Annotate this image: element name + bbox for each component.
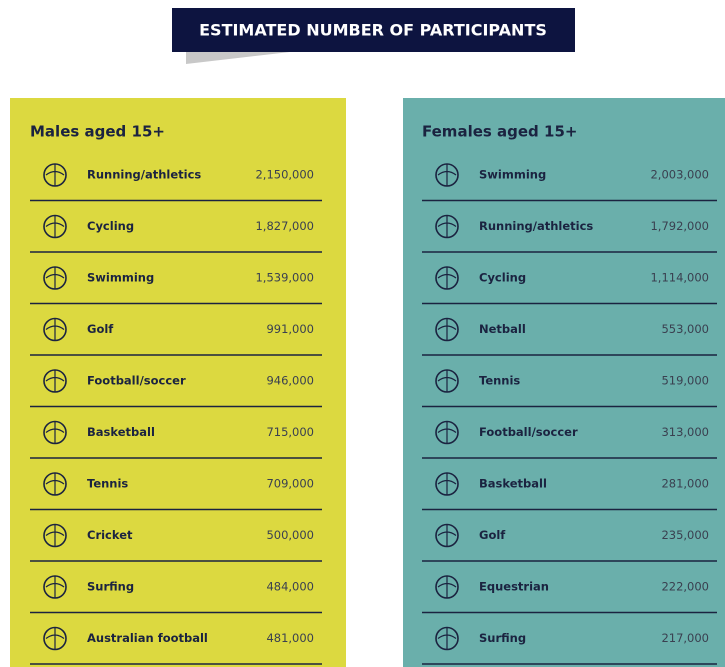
participants: 2,150,000	[255, 168, 314, 182]
sport-icon-detail	[45, 215, 65, 238]
sport-icon-detail	[437, 421, 457, 444]
sport-name: Golf	[87, 322, 114, 336]
sport-icon-detail	[437, 318, 457, 341]
sport-name: Netball	[479, 322, 526, 336]
sport-name: Tennis	[87, 477, 128, 491]
participants: 709,000	[266, 477, 314, 491]
sport-icon-detail	[45, 421, 65, 444]
title: ESTIMATED NUMBER OF PARTICIPANTS	[199, 21, 547, 40]
participants: 1,539,000	[255, 271, 314, 285]
sport-name: Cricket	[87, 528, 133, 542]
participants: 481,000	[266, 631, 314, 645]
sport-name: Cycling	[87, 219, 134, 233]
sport-icon-detail	[45, 318, 65, 341]
panel-females	[403, 98, 725, 667]
banner-shadow	[186, 52, 290, 64]
sport-name: Basketball	[87, 425, 155, 439]
sport-icon-detail	[437, 524, 457, 547]
participants: 281,000	[661, 477, 709, 491]
participants: 217,000	[661, 631, 709, 645]
sport-name: Golf	[479, 528, 506, 542]
participants: 313,000	[661, 425, 709, 439]
sport-icon-detail	[437, 473, 457, 495]
sport-icon-detail	[437, 164, 457, 186]
sport-name: Running/athletics	[87, 168, 201, 182]
title-banner	[172, 8, 575, 52]
sport-name: Surfing	[479, 631, 526, 645]
sport-name: Football/soccer	[479, 425, 578, 439]
participants: 519,000	[661, 374, 709, 388]
participants: 946,000	[266, 374, 314, 388]
sport-icon-detail	[45, 267, 65, 289]
participants: 1,792,000	[650, 219, 709, 233]
sport-name: Swimming	[87, 271, 154, 285]
participants: 1,114,000	[650, 271, 709, 285]
sport-icon-detail	[45, 473, 65, 495]
participants: 715,000	[266, 425, 314, 439]
sport-name: Running/athletics	[479, 219, 593, 233]
sport-icon-detail	[45, 524, 65, 547]
participants: 235,000	[661, 528, 709, 542]
sport-name: Surfing	[87, 580, 134, 594]
sport-icon-detail	[45, 576, 65, 598]
sport-name: Equestrian	[479, 580, 549, 594]
panel-title: Females aged 15+	[422, 123, 577, 141]
panel-title: Males aged 15+	[30, 123, 165, 141]
participants: 1,827,000	[255, 219, 314, 233]
participants: 500,000	[266, 528, 314, 542]
sport-icon-detail	[45, 627, 65, 650]
sport-name: Basketball	[479, 477, 547, 491]
sport-icon-detail	[437, 267, 457, 289]
sport-name: Football/soccer	[87, 374, 186, 388]
participants: 2,003,000	[650, 168, 709, 182]
sport-icon-detail	[45, 164, 65, 186]
participants: 222,000	[661, 580, 709, 594]
participants: 553,000	[661, 322, 709, 336]
sport-icon-detail	[437, 370, 457, 392]
sport-icon-detail	[45, 370, 65, 392]
sport-name: Australian football	[87, 631, 208, 645]
sport-name: Cycling	[479, 271, 526, 285]
sport-icon-detail	[437, 576, 457, 598]
sport-name: Tennis	[479, 374, 520, 388]
sport-icon-detail	[437, 215, 457, 238]
sport-name: Swimming	[479, 168, 546, 182]
participants: 484,000	[266, 580, 314, 594]
sport-icon-detail	[437, 627, 457, 650]
participants: 991,000	[266, 322, 314, 336]
